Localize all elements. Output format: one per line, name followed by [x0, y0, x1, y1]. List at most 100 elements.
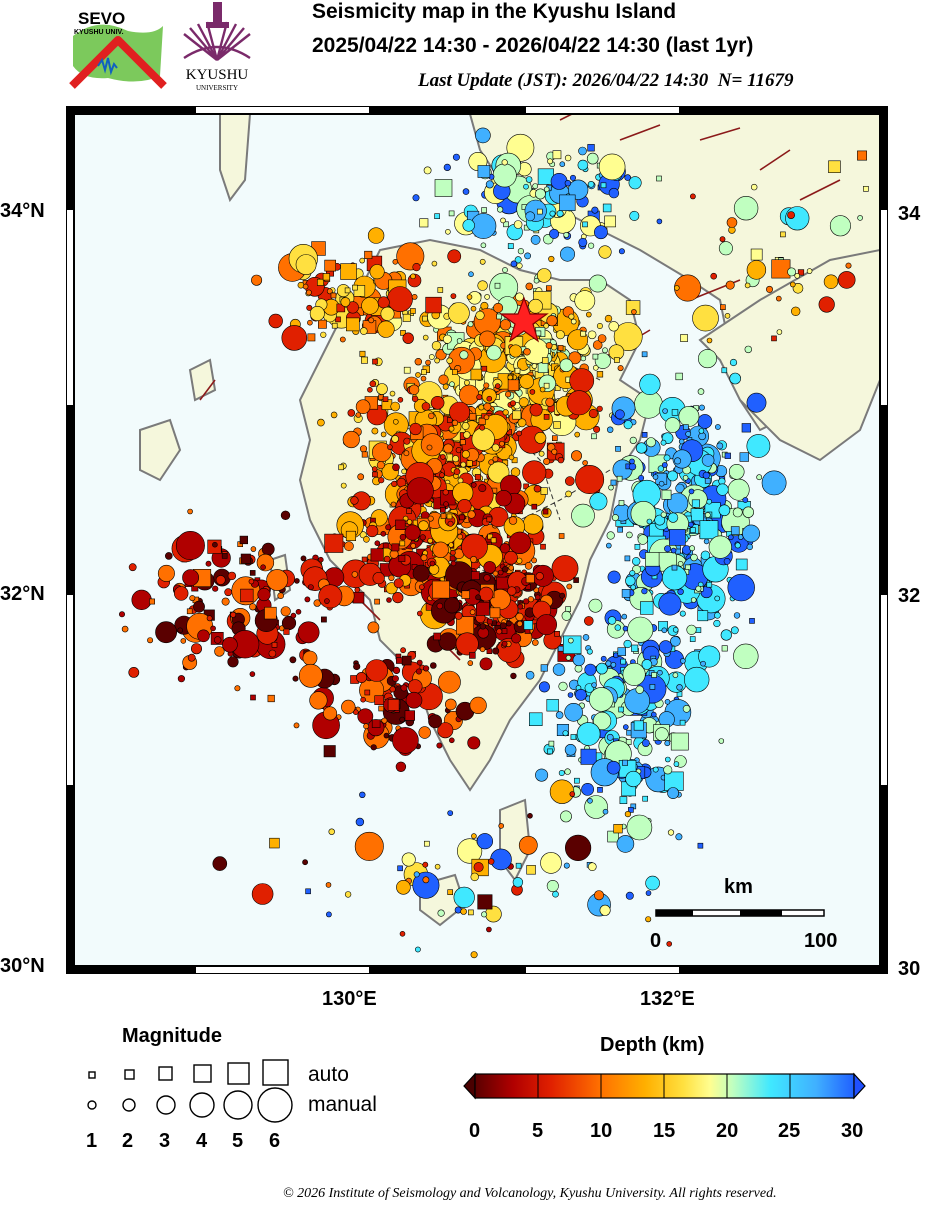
epicenter-manual: [443, 501, 449, 507]
epicenter-auto: [633, 720, 644, 731]
epicenter-auto: [387, 698, 400, 711]
epicenter-manual: [559, 358, 573, 372]
epicenter-manual: [473, 862, 484, 873]
epicenter-manual: [592, 340, 603, 350]
legend-circle-m3: [156, 1095, 176, 1115]
epicenter-manual: [716, 483, 729, 496]
epicenter-manual: [431, 260, 438, 267]
epicenter-manual: [703, 538, 710, 545]
epicenter-manual: [664, 417, 681, 433]
epicenter-manual: [569, 174, 576, 181]
epicenter-manual: [658, 480, 665, 487]
epicenter-manual: [716, 442, 724, 450]
epicenter-auto: [553, 421, 561, 429]
epicenter-manual: [470, 951, 478, 959]
epicenter-manual: [575, 464, 605, 494]
epicenter-manual: [598, 153, 626, 181]
epicenter-manual: [530, 234, 541, 245]
epicenter-manual: [556, 210, 564, 218]
legend-square-m3: [158, 1066, 173, 1081]
epicenter-manual: [366, 524, 379, 538]
epicenter-manual: [630, 500, 657, 527]
epicenter-auto: [461, 590, 470, 599]
epicenter-manual: [422, 334, 429, 341]
epicenter-manual: [715, 424, 721, 430]
epicenter-auto: [857, 150, 868, 161]
epicenter-manual: [569, 368, 595, 394]
epicenter-manual: [496, 628, 503, 635]
epicenter-manual: [635, 685, 644, 694]
epicenter-manual: [588, 274, 607, 293]
epicenter-manual: [689, 545, 695, 552]
epicenter-manual: [517, 248, 525, 255]
epicenter-auto: [671, 564, 678, 571]
epicenter-manual: [467, 660, 474, 666]
epicenter-manual: [147, 637, 154, 644]
epicenter-auto: [364, 689, 371, 696]
epicenter-manual: [214, 646, 225, 657]
epicenter-manual: [421, 402, 431, 411]
epicenter-manual: [729, 372, 742, 385]
epicenter-manual: [377, 320, 395, 338]
epicenter-manual: [397, 396, 404, 403]
epicenter-manual: [438, 632, 458, 651]
epicenter-manual: [677, 588, 684, 595]
epicenter-manual: [511, 633, 522, 644]
mag-label-6: 6: [269, 1130, 281, 1152]
epicenter-manual: [371, 442, 392, 463]
epicenter-auto: [240, 553, 251, 564]
epicenter-auto: [382, 396, 389, 403]
epicenter-auto: [526, 865, 536, 875]
epicenter-auto: [402, 313, 411, 322]
epicenter-auto: [471, 571, 480, 580]
epicenter-manual: [457, 499, 472, 514]
epicenter-manual: [543, 186, 550, 193]
epicenter-auto: [580, 330, 587, 337]
epicenter-manual: [661, 462, 668, 468]
epicenter-manual: [661, 627, 668, 634]
epicenter-manual: [412, 871, 440, 899]
epicenter-manual: [389, 686, 396, 693]
epicenter-manual: [613, 322, 643, 352]
epicenter-auto: [721, 645, 728, 652]
epicenter-auto: [149, 598, 155, 605]
epicenter-manual: [517, 603, 524, 610]
epicenter-auto: [558, 533, 565, 539]
epicenter-manual: [516, 620, 523, 627]
epicenter-manual: [611, 514, 619, 522]
epicenter-manual: [447, 810, 454, 816]
epicenter-manual: [491, 443, 500, 452]
epicenter-manual: [340, 297, 351, 307]
epicenter-auto: [359, 350, 366, 357]
epicenter-manual: [431, 341, 442, 351]
epicenter-manual: [359, 257, 366, 264]
epicenter-auto: [451, 369, 458, 375]
epicenter-manual: [652, 766, 659, 773]
epicenter-manual: [628, 462, 637, 471]
epicenter-manual: [486, 395, 493, 402]
epicenter-manual: [667, 829, 675, 836]
epicenter-manual: [468, 271, 474, 278]
epicenter-auto: [645, 552, 660, 567]
epicenter-manual: [623, 639, 632, 649]
mag-label-3: 3: [159, 1130, 171, 1152]
sevo-logo-text: SEVO: [78, 9, 125, 28]
epicenter-auto: [340, 263, 357, 280]
epicenter-manual: [177, 675, 185, 683]
epicenter-manual: [476, 833, 494, 850]
epicenter-auto: [514, 367, 521, 374]
epicenter-manual: [414, 358, 422, 366]
epicenter-manual: [641, 588, 648, 595]
epicenter-manual: [626, 814, 653, 841]
epicenter-auto: [401, 655, 412, 666]
epicenter-manual: [570, 450, 582, 462]
epicenter-auto: [338, 464, 345, 471]
epicenter-manual: [558, 681, 568, 692]
epicenter-auto: [602, 203, 612, 213]
epicenter-manual: [378, 477, 385, 484]
epicenter-auto: [616, 475, 623, 482]
epicenter-manual: [408, 384, 420, 395]
epicenter-manual: [680, 658, 686, 664]
epicenter-manual: [483, 414, 490, 421]
epicenter-manual: [582, 460, 588, 466]
